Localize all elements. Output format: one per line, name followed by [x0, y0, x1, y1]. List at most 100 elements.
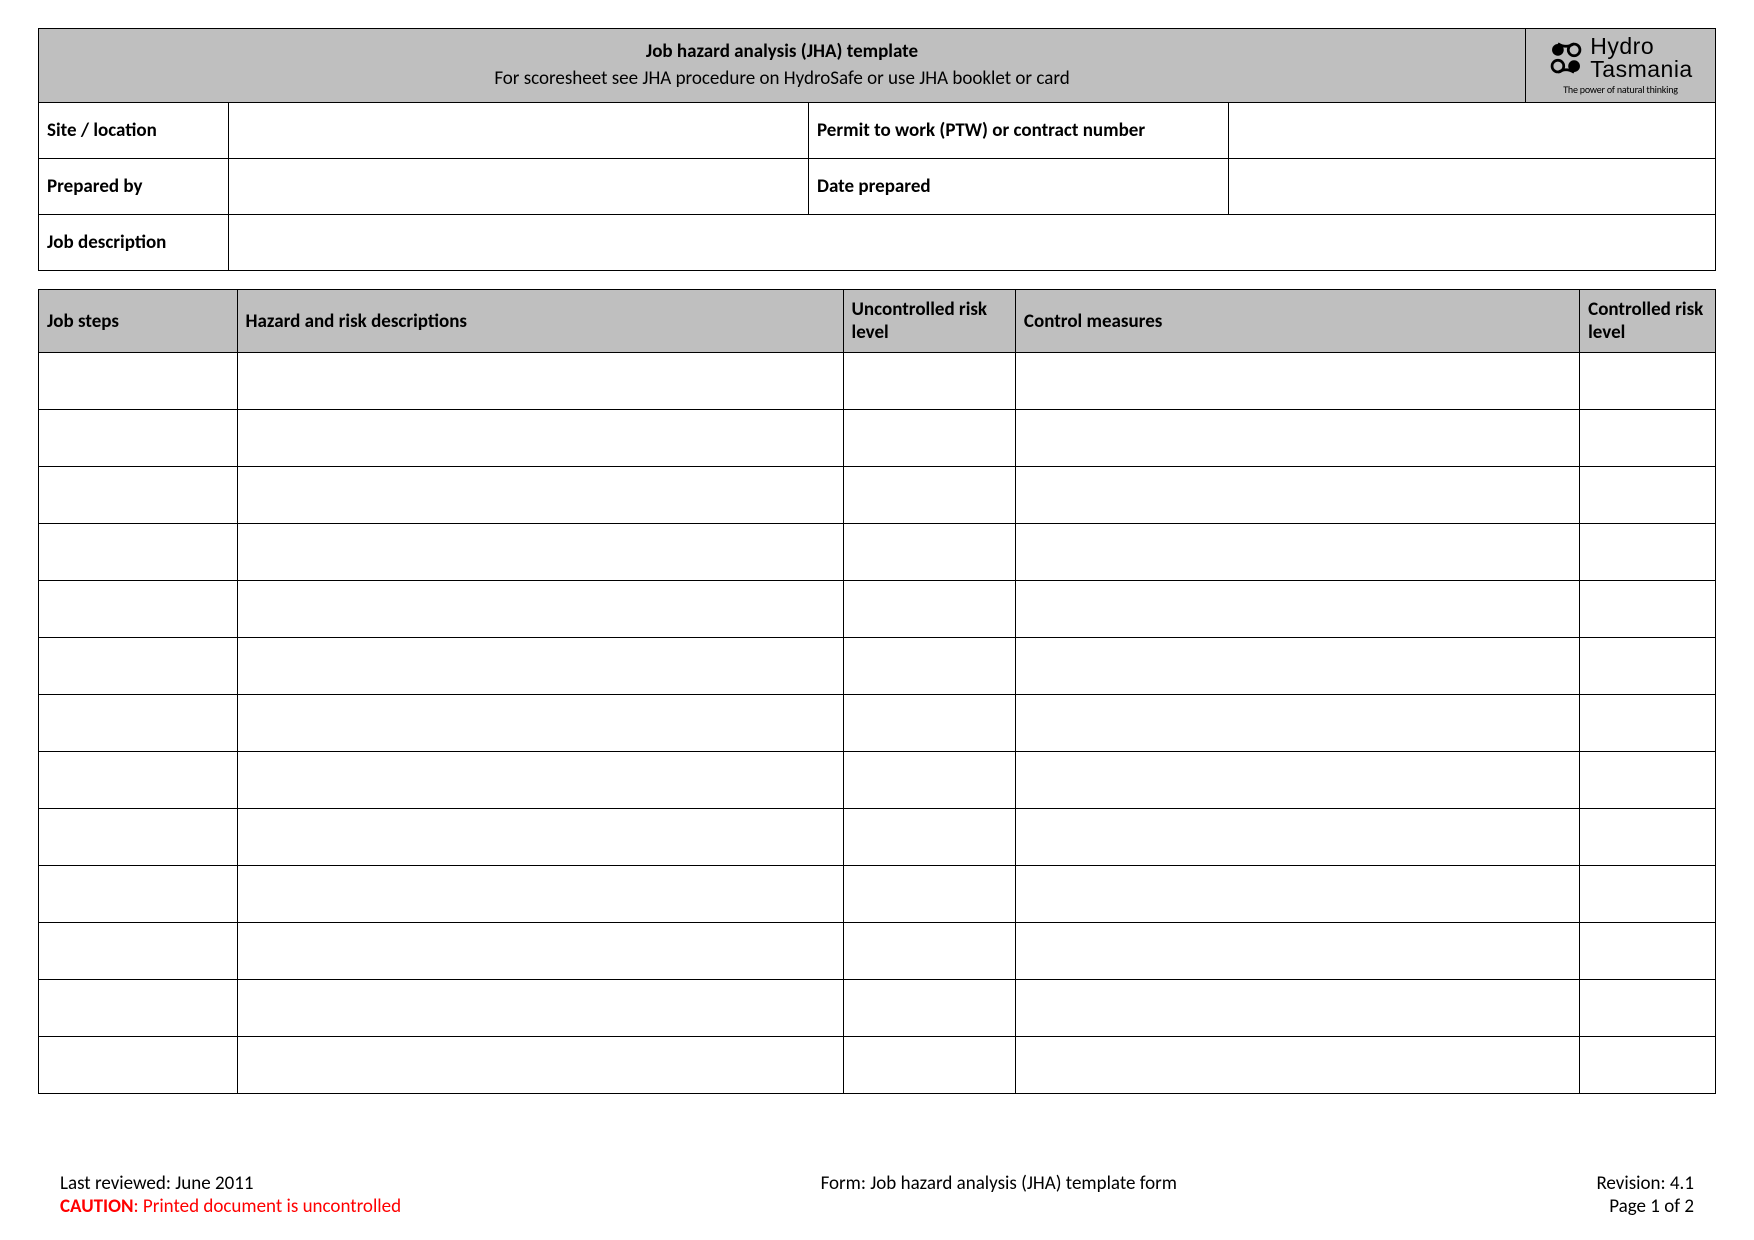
cell-hazard[interactable] — [237, 923, 843, 980]
caution-label: CAUTION — [60, 1195, 134, 1218]
cell-job_steps[interactable] — [39, 410, 238, 467]
logo-tagline: The power of natural thinking — [1530, 83, 1711, 96]
cell-controlled[interactable] — [1580, 524, 1716, 581]
cell-controlled[interactable] — [1580, 638, 1716, 695]
logo-name-line2: Tasmania — [1590, 58, 1692, 81]
cell-control[interactable] — [1015, 752, 1579, 809]
cell-hazard[interactable] — [237, 524, 843, 581]
col-header-job-steps: Job steps — [39, 290, 238, 353]
cell-job_steps[interactable] — [39, 980, 238, 1037]
cell-control[interactable] — [1015, 638, 1579, 695]
value-date-prepared[interactable] — [1229, 159, 1716, 215]
caution-line: CAUTION: Printed document is uncontrolle… — [60, 1195, 401, 1218]
cell-uncontrolled[interactable] — [843, 410, 1015, 467]
cell-job_steps[interactable] — [39, 752, 238, 809]
cell-control[interactable] — [1015, 524, 1579, 581]
cell-uncontrolled[interactable] — [843, 809, 1015, 866]
cell-hazard[interactable] — [237, 638, 843, 695]
cell-uncontrolled[interactable] — [843, 353, 1015, 410]
label-ptw: Permit to work (PTW) or contract number — [809, 103, 1229, 159]
cell-controlled[interactable] — [1580, 1037, 1716, 1094]
cell-hazard[interactable] — [237, 809, 843, 866]
last-reviewed-label: Last reviewed: — [60, 1172, 175, 1195]
form-label: Form: Job hazard analysis (JHA) template… — [821, 1172, 1177, 1195]
cell-hazard[interactable] — [237, 1037, 843, 1094]
cell-control[interactable] — [1015, 695, 1579, 752]
cell-uncontrolled[interactable] — [843, 581, 1015, 638]
cell-control[interactable] — [1015, 923, 1579, 980]
table-row — [39, 695, 1716, 752]
cell-control[interactable] — [1015, 1037, 1579, 1094]
cell-job_steps[interactable] — [39, 581, 238, 638]
cell-hazard[interactable] — [237, 980, 843, 1037]
cell-control[interactable] — [1015, 980, 1579, 1037]
cell-controlled[interactable] — [1580, 980, 1716, 1037]
cell-job_steps[interactable] — [39, 524, 238, 581]
value-ptw[interactable] — [1229, 103, 1716, 159]
cell-job_steps[interactable] — [39, 695, 238, 752]
value-job-description[interactable] — [229, 215, 1716, 271]
jha-data-table: Job steps Hazard and risk descriptions U… — [38, 289, 1716, 1094]
value-prepared-by[interactable] — [229, 159, 809, 215]
cell-controlled[interactable] — [1580, 410, 1716, 467]
cell-controlled[interactable] — [1580, 353, 1716, 410]
cell-control[interactable] — [1015, 809, 1579, 866]
title-cell: Job hazard analysis (JHA) template For s… — [39, 29, 1526, 103]
cell-hazard[interactable] — [237, 353, 843, 410]
table-row — [39, 752, 1716, 809]
cell-uncontrolled[interactable] — [843, 923, 1015, 980]
cell-job_steps[interactable] — [39, 866, 238, 923]
label-job-description: Job description — [39, 215, 229, 271]
table-row — [39, 1037, 1716, 1094]
cell-control[interactable] — [1015, 467, 1579, 524]
cell-uncontrolled[interactable] — [843, 467, 1015, 524]
cell-job_steps[interactable] — [39, 467, 238, 524]
table-row — [39, 866, 1716, 923]
cell-hazard[interactable] — [237, 752, 843, 809]
table-row — [39, 581, 1716, 638]
cell-uncontrolled[interactable] — [843, 980, 1015, 1037]
footer-center: Form: Job hazard analysis (JHA) template… — [821, 1172, 1177, 1218]
cell-hazard[interactable] — [237, 410, 843, 467]
cell-control[interactable] — [1015, 353, 1579, 410]
cell-uncontrolled[interactable] — [843, 638, 1015, 695]
cell-uncontrolled[interactable] — [843, 752, 1015, 809]
col-header-control: Control measures — [1015, 290, 1579, 353]
logo-cell: Hydro Tasmania The power of natural thin… — [1526, 29, 1716, 103]
revision-line: Revision: 4.1 — [1596, 1172, 1694, 1195]
cell-controlled[interactable] — [1580, 752, 1716, 809]
revision-label: Revision: — [1596, 1172, 1669, 1195]
cell-controlled[interactable] — [1580, 581, 1716, 638]
col-header-uncontrolled: Uncontrolled risk level — [843, 290, 1015, 353]
cell-uncontrolled[interactable] — [843, 1037, 1015, 1094]
cell-uncontrolled[interactable] — [843, 695, 1015, 752]
cell-job_steps[interactable] — [39, 809, 238, 866]
cell-job_steps[interactable] — [39, 638, 238, 695]
cell-hazard[interactable] — [237, 581, 843, 638]
cell-uncontrolled[interactable] — [843, 866, 1015, 923]
cell-hazard[interactable] — [237, 866, 843, 923]
cell-uncontrolled[interactable] — [843, 524, 1015, 581]
cell-job_steps[interactable] — [39, 923, 238, 980]
cell-hazard[interactable] — [237, 695, 843, 752]
cell-job_steps[interactable] — [39, 353, 238, 410]
cell-control[interactable] — [1015, 581, 1579, 638]
cell-controlled[interactable] — [1580, 467, 1716, 524]
last-reviewed: Last reviewed: June 2011 — [60, 1172, 401, 1195]
value-site-location[interactable] — [229, 103, 809, 159]
label-prepared-by: Prepared by — [39, 159, 229, 215]
cell-control[interactable] — [1015, 866, 1579, 923]
caution-text: : Printed document is uncontrolled — [134, 1195, 402, 1218]
cell-controlled[interactable] — [1580, 809, 1716, 866]
table-row — [39, 524, 1716, 581]
cell-controlled[interactable] — [1580, 866, 1716, 923]
page-footer: Last reviewed: June 2011 CAUTION: Printe… — [60, 1172, 1694, 1218]
cell-controlled[interactable] — [1580, 923, 1716, 980]
logo-text: Hydro Tasmania — [1590, 35, 1692, 81]
title-line1: Job hazard analysis (JHA) template — [646, 40, 918, 63]
cell-job_steps[interactable] — [39, 1037, 238, 1094]
header-info-table: Job hazard analysis (JHA) template For s… — [38, 28, 1716, 271]
cell-hazard[interactable] — [237, 467, 843, 524]
cell-controlled[interactable] — [1580, 695, 1716, 752]
cell-control[interactable] — [1015, 410, 1579, 467]
